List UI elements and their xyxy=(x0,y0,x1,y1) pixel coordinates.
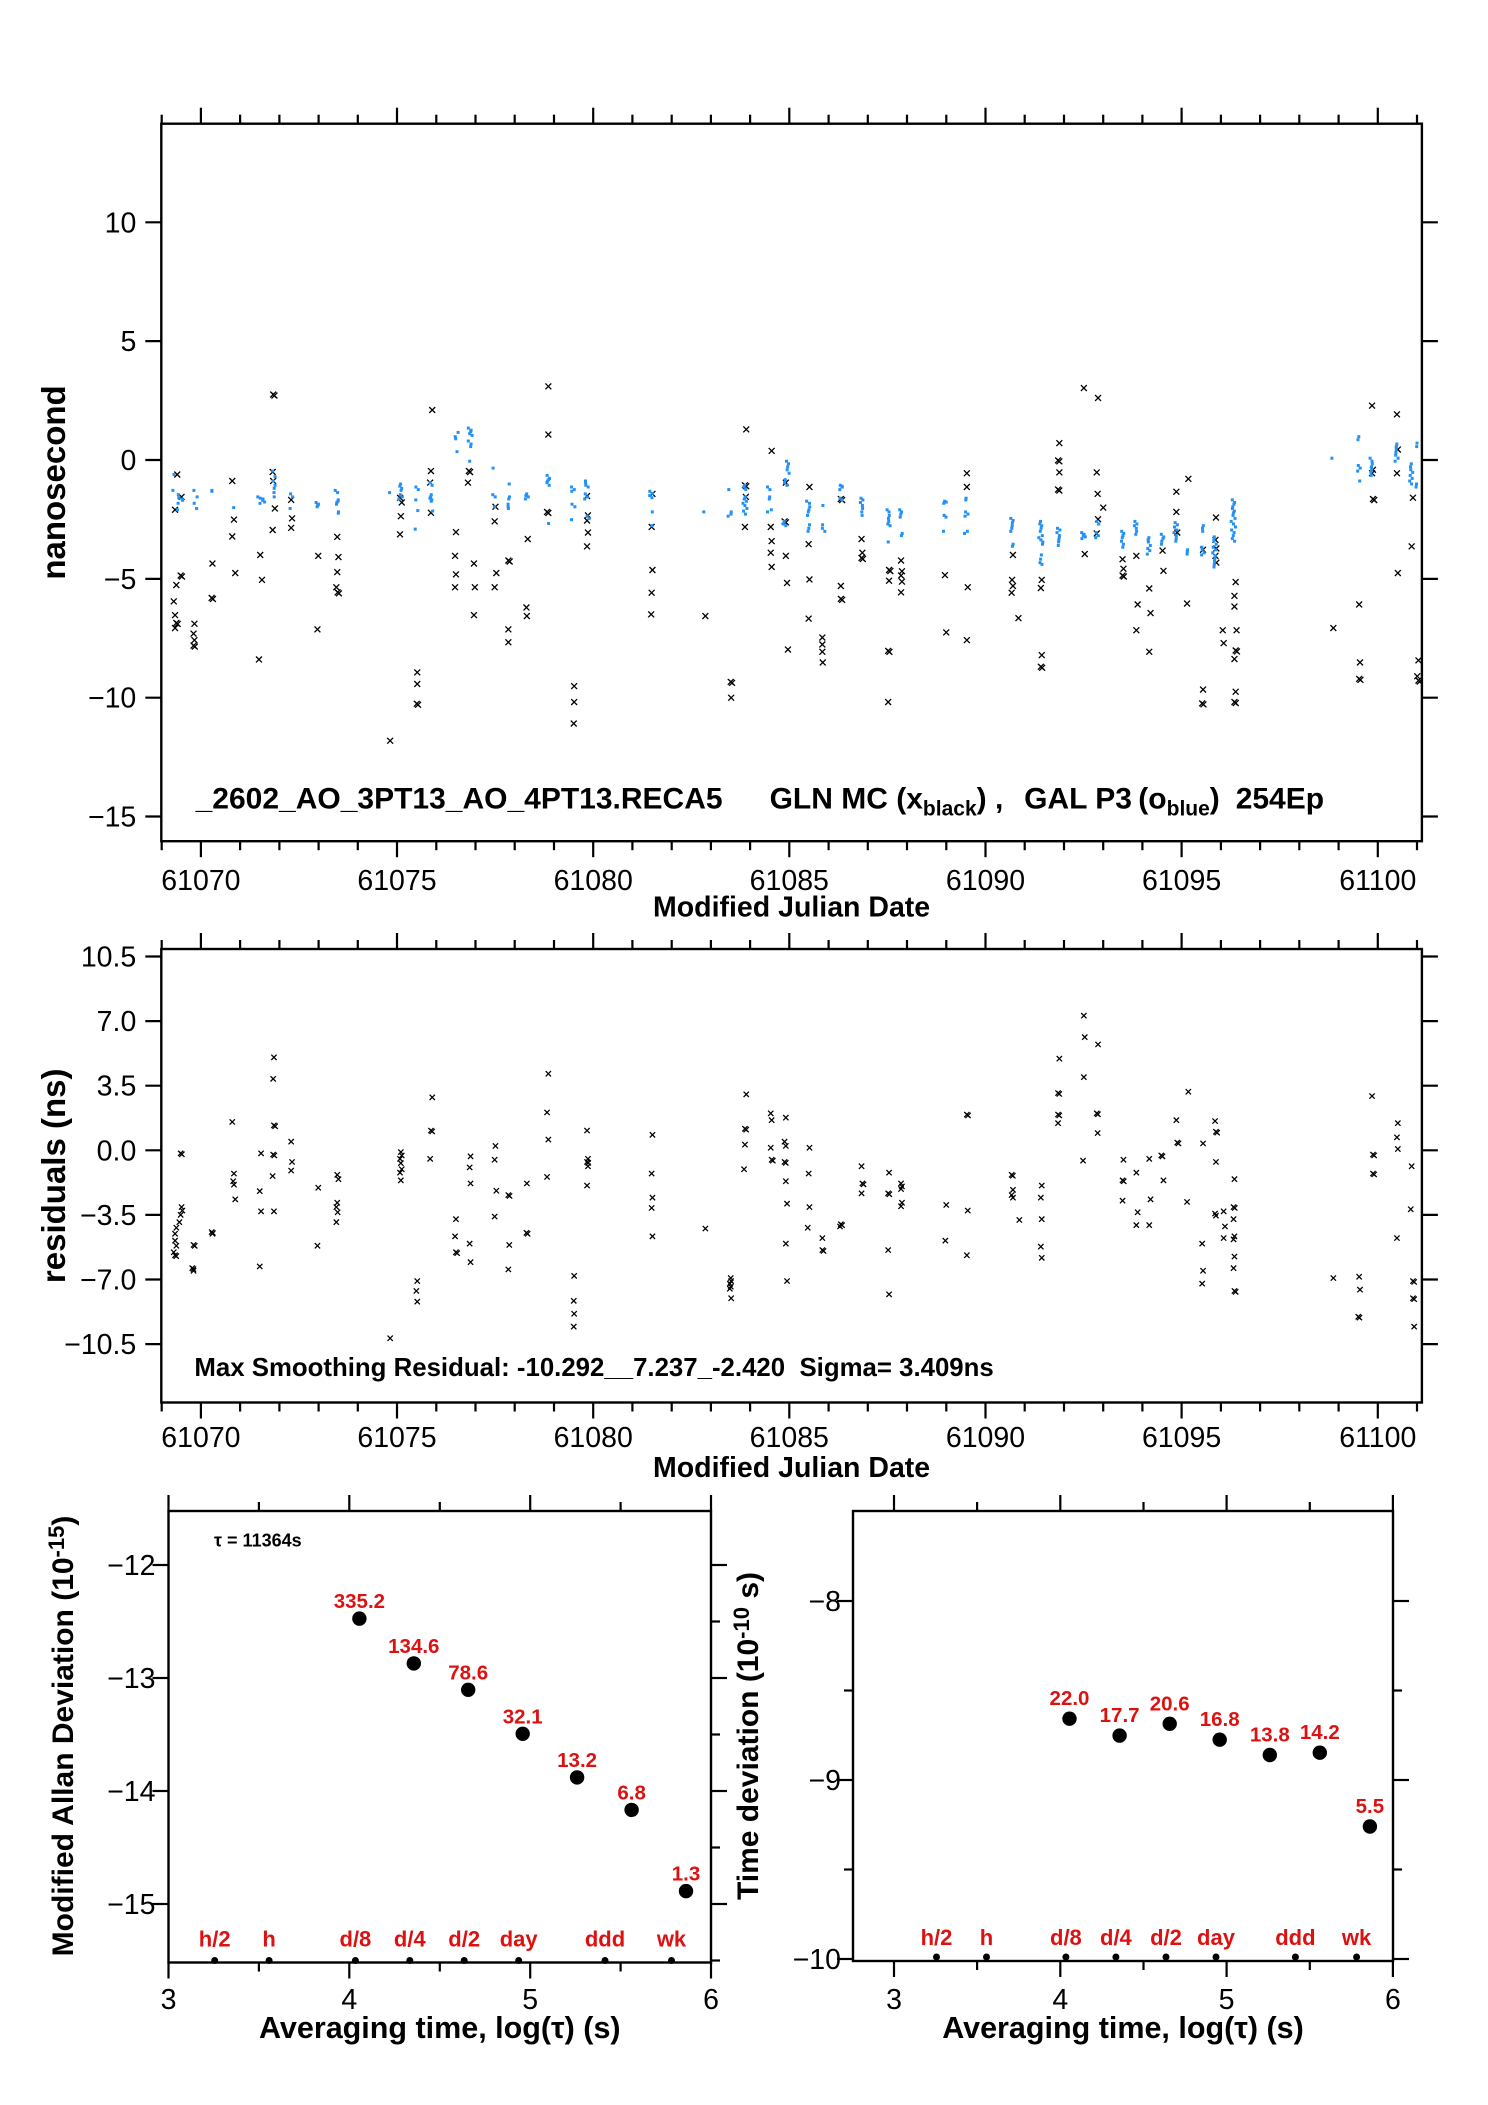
svg-text:61085: 61085 xyxy=(750,1422,829,1454)
svg-text:0.0: 0.0 xyxy=(97,1135,137,1167)
svg-text:61070: 61070 xyxy=(161,1422,240,1454)
svg-text:1.3: 1.3 xyxy=(672,1863,701,1886)
svg-text:−15: −15 xyxy=(107,1889,155,1921)
svg-text:_2602_AO_3PT13_AO_4PT13.RECA5: _2602_AO_3PT13_AO_4PT13.RECA5 xyxy=(195,783,723,816)
svg-text:GAL P3: GAL P3 xyxy=(1024,783,1132,816)
svg-text:−10: −10 xyxy=(793,1944,841,1976)
svg-text:h: h xyxy=(262,1927,275,1952)
svg-text:6.8: 6.8 xyxy=(617,1781,646,1804)
svg-text:d/2: d/2 xyxy=(448,1927,480,1952)
svg-text:−14: −14 xyxy=(107,1776,155,1808)
svg-text:−10: −10 xyxy=(88,683,136,715)
svg-text:Modified Allan Deviation (10-1: Modified Allan Deviation (10-15) xyxy=(44,1516,80,1957)
svg-text:−5: −5 xyxy=(104,564,137,596)
svg-text:10: 10 xyxy=(105,207,137,239)
svg-text:−13: −13 xyxy=(107,1663,155,1695)
svg-text:4: 4 xyxy=(341,1984,357,2016)
svg-text:32.1: 32.1 xyxy=(503,1705,543,1728)
svg-text:ddd: ddd xyxy=(1275,1925,1315,1950)
svg-text:h/2: h/2 xyxy=(921,1925,953,1950)
svg-text:6: 6 xyxy=(1385,1984,1401,2016)
svg-text:22.0: 22.0 xyxy=(1050,1687,1090,1710)
svg-text:nanosecond: nanosecond xyxy=(35,385,72,579)
svg-text:Modified Julian Date: Modified Julian Date xyxy=(653,892,930,924)
svg-text:14.2: 14.2 xyxy=(1300,1721,1340,1744)
svg-text:7.0: 7.0 xyxy=(97,1006,137,1038)
svg-text:τ = 11364s: τ = 11364s xyxy=(214,1531,302,1551)
svg-text:61080: 61080 xyxy=(554,1422,633,1454)
svg-text:61075: 61075 xyxy=(357,1422,436,1454)
svg-text:61090: 61090 xyxy=(946,1422,1025,1454)
svg-text:13.2: 13.2 xyxy=(557,1749,597,1772)
svg-text:61100: 61100 xyxy=(1339,865,1416,897)
svg-text:78.6: 78.6 xyxy=(448,1661,488,1684)
svg-text:−10.5: −10.5 xyxy=(64,1329,136,1361)
svg-text:d/4: d/4 xyxy=(394,1927,427,1952)
svg-text:5: 5 xyxy=(1219,1984,1235,2016)
svg-text:day: day xyxy=(500,1927,539,1952)
svg-text:0: 0 xyxy=(120,445,136,477)
svg-text:Modified Julian Date: Modified Julian Date xyxy=(653,1452,930,1484)
svg-text:residuals (ns): residuals (ns) xyxy=(35,1069,72,1284)
svg-text:−3.5: −3.5 xyxy=(80,1200,136,1232)
svg-text:Averaging time, log(τ) (s): Averaging time, log(τ) (s) xyxy=(942,2011,1304,2045)
svg-text:5: 5 xyxy=(120,326,136,358)
svg-text:d/8: d/8 xyxy=(340,1927,372,1952)
svg-text:−7.0: −7.0 xyxy=(80,1265,136,1297)
svg-text:h: h xyxy=(980,1925,993,1950)
svg-text:−9: −9 xyxy=(809,1765,842,1797)
svg-text:61090: 61090 xyxy=(946,865,1025,897)
svg-text:61100: 61100 xyxy=(1339,1422,1416,1454)
svg-text:wk: wk xyxy=(1341,1925,1372,1950)
svg-text:3.5: 3.5 xyxy=(97,1071,137,1103)
svg-text:Max Smoothing Residual: -10.29: Max Smoothing Residual: -10.292__7.237_-… xyxy=(194,1354,993,1382)
svg-text:d/4: d/4 xyxy=(1100,1925,1133,1950)
svg-text:5: 5 xyxy=(522,1984,538,2016)
svg-text:−8: −8 xyxy=(809,1586,842,1618)
svg-text:day: day xyxy=(1197,1925,1236,1950)
svg-text:−12: −12 xyxy=(107,1550,155,1582)
svg-text:5.5: 5.5 xyxy=(1356,1795,1385,1818)
svg-text:d/2: d/2 xyxy=(1150,1925,1182,1950)
svg-text:20.6: 20.6 xyxy=(1150,1692,1190,1715)
svg-text:335.2: 335.2 xyxy=(334,1590,385,1613)
svg-text:17.7: 17.7 xyxy=(1100,1704,1140,1727)
svg-text:134.6: 134.6 xyxy=(388,1635,439,1658)
svg-text:ddd: ddd xyxy=(585,1927,625,1952)
svg-text:6: 6 xyxy=(703,1984,719,2016)
svg-text:3: 3 xyxy=(886,1984,902,2016)
svg-text:61095: 61095 xyxy=(1142,865,1221,897)
svg-text:3: 3 xyxy=(161,1984,177,2016)
svg-text:61070: 61070 xyxy=(161,865,240,897)
svg-text:61085: 61085 xyxy=(750,865,829,897)
svg-text:254Ep: 254Ep xyxy=(1236,783,1324,816)
svg-text:Averaging time, log(τ) (s): Averaging time, log(τ) (s) xyxy=(259,2011,621,2045)
svg-text:d/8: d/8 xyxy=(1050,1925,1082,1950)
svg-text:h/2: h/2 xyxy=(199,1927,231,1952)
svg-text:61075: 61075 xyxy=(357,865,436,897)
svg-text:wk: wk xyxy=(656,1927,687,1952)
svg-text:−15: −15 xyxy=(88,802,136,834)
svg-text:61095: 61095 xyxy=(1142,1422,1221,1454)
svg-text:61080: 61080 xyxy=(554,865,633,897)
svg-text:4: 4 xyxy=(1052,1984,1068,2016)
svg-text:10.5: 10.5 xyxy=(81,942,136,974)
svg-text:16.8: 16.8 xyxy=(1200,1708,1240,1731)
svg-text:13.8: 13.8 xyxy=(1250,1724,1290,1747)
